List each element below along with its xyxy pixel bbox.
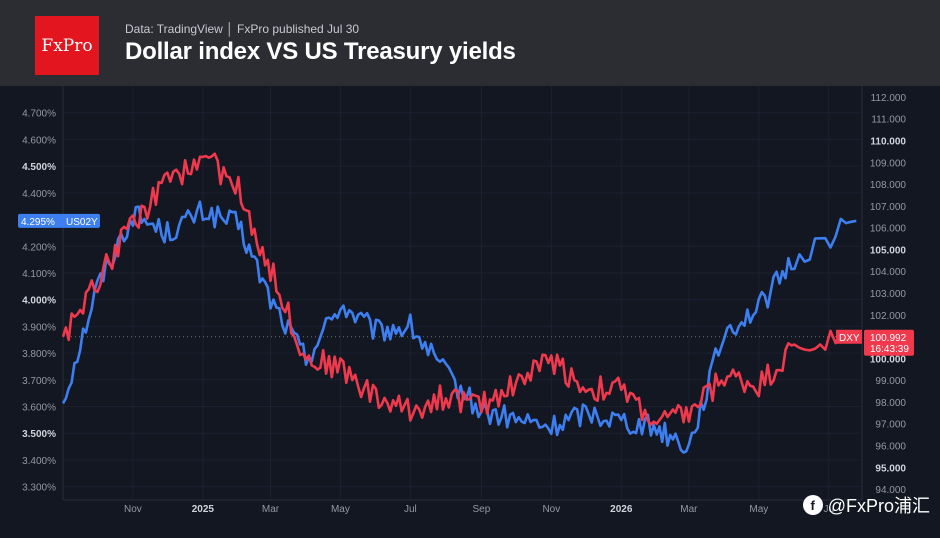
chat-bubble-icon: f (802, 495, 823, 515)
left-tick-label: 4.600% (22, 135, 56, 146)
right-tick-label: 112.000 (871, 93, 907, 104)
right-tick-label: 110.000 (870, 136, 906, 147)
left-tick-label: 3.500% (22, 429, 56, 440)
left-tick-label: 3.800% (22, 349, 56, 360)
us02y-series-name: US02Y (66, 217, 98, 228)
data-source: Data: TradingView │ FxPro published Jul … (125, 22, 360, 36)
left-tick-label: 4.200% (22, 242, 56, 253)
dxy-time-label: 16:43:39 (870, 344, 909, 355)
x-tick-label: Mar (680, 504, 698, 515)
x-tick-label: 2025 (192, 504, 215, 515)
left-axis: 4.700% 4.600% 4.500% 4.400% 4.200% 4.100% 4.00… (22, 109, 56, 494)
watermark: f @FxPro浦汇 (802, 492, 930, 518)
right-axis: 112.000 111.000 110.000 109.000 108.000 107.0… (870, 93, 907, 496)
right-tick-label: 96.000 (875, 442, 906, 453)
right-tick-label: 108.000 (870, 180, 907, 191)
us02y-last-value-badge (18, 213, 100, 228)
right-tick-label: 98.000 (875, 398, 906, 409)
fxpro-logo: FxPro (35, 16, 99, 75)
dxy-series-name: DXY (839, 333, 860, 344)
chart-title: Dollar index VS US Treasury yields (125, 38, 516, 65)
chart-grid (62, 86, 863, 501)
right-tick-label: 105.000 (870, 245, 907, 256)
left-tick-label: 3.400% (22, 456, 56, 467)
x-tick-label: Nov (124, 504, 142, 515)
dxy-last-value-badge (864, 329, 914, 356)
series-line-us02y (61, 200, 857, 454)
x-tick-label: Ju (823, 504, 834, 515)
left-tick-label: 3.600% (22, 403, 56, 414)
right-tick-label: 94.000 (875, 485, 906, 496)
left-tick-label: 3.300% (22, 483, 56, 494)
left-tick-label: 4.000% (22, 296, 56, 307)
right-tick-label: 102.000 (870, 311, 907, 322)
x-tick-label: May (749, 504, 768, 515)
right-tick-label: 111.000 (871, 115, 906, 126)
watermark-text: @FxPro浦汇 (827, 496, 930, 516)
left-tick-label: 4.400% (22, 189, 56, 200)
us02y-last-value: 4.295% (21, 217, 55, 228)
header: FxPro Data: TradingView │ FxPro publishe… (0, 0, 940, 86)
left-tick-label: 4.700% (22, 109, 56, 120)
x-tick-label: May (331, 504, 350, 515)
right-tick-label: 99.000 (875, 376, 906, 387)
x-tick-label: Mar (262, 504, 280, 515)
left-tick-label: 4.100% (22, 269, 56, 280)
right-tick-label: 97.000 (875, 420, 906, 431)
left-tick-label: 3.900% (22, 322, 56, 333)
x-tick-label: Nov (542, 504, 560, 515)
right-tick-label: 100.000 (870, 354, 907, 365)
line-chart: 4.700% 4.600% 4.500% 4.400% 4.200% 4.100% 4.00… (18, 86, 914, 515)
x-tick-label: Sep (473, 504, 491, 515)
right-tick-label: 95.000 (875, 463, 906, 474)
right-tick-label: 106.000 (870, 224, 907, 235)
x-tick-label: Jul (404, 504, 417, 515)
right-tick-label: 107.000 (870, 202, 907, 213)
x-axis: Nov 2025 Mar May Jul Sep Nov 2026 Mar May Ju (124, 504, 834, 515)
series-line-dxy (61, 152, 857, 426)
series-lines (61, 152, 857, 454)
right-tick-label: 104.000 (870, 267, 907, 278)
right-tick-label: 103.000 (870, 289, 907, 300)
left-tick-label: 4.500% (22, 162, 56, 173)
dxy-last-value: 100.992 (870, 333, 907, 344)
right-tick-label: 109.000 (870, 158, 907, 169)
left-tick-label: 3.700% (22, 376, 56, 387)
dxy-name-badge (836, 329, 862, 344)
x-tick-label: 2026 (610, 504, 633, 515)
